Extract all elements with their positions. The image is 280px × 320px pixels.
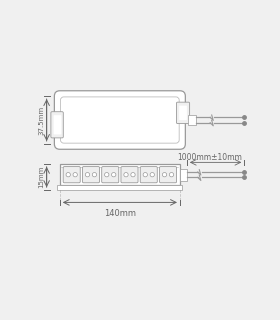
Circle shape [131, 172, 135, 177]
Circle shape [85, 172, 90, 177]
Circle shape [66, 172, 70, 177]
Text: 140mm: 140mm [104, 209, 136, 218]
Circle shape [162, 172, 167, 177]
Circle shape [150, 172, 154, 177]
Text: 37.5mm: 37.5mm [38, 106, 44, 135]
Circle shape [111, 172, 116, 177]
FancyBboxPatch shape [60, 97, 179, 143]
FancyBboxPatch shape [82, 167, 99, 183]
Text: 1000mm±10mm: 1000mm±10mm [177, 153, 242, 162]
FancyBboxPatch shape [176, 102, 190, 124]
Circle shape [169, 172, 174, 177]
FancyBboxPatch shape [102, 167, 119, 183]
Circle shape [73, 172, 77, 177]
Bar [60, 164, 180, 186]
FancyBboxPatch shape [53, 115, 61, 134]
Bar [180, 169, 187, 181]
FancyBboxPatch shape [63, 167, 80, 183]
FancyBboxPatch shape [160, 167, 177, 183]
Circle shape [143, 172, 148, 177]
Bar [188, 115, 196, 125]
FancyBboxPatch shape [179, 106, 187, 120]
Bar [57, 186, 182, 190]
Circle shape [124, 172, 128, 177]
Text: 15mm: 15mm [38, 166, 44, 188]
Circle shape [92, 172, 97, 177]
FancyBboxPatch shape [121, 167, 138, 183]
FancyBboxPatch shape [51, 112, 63, 138]
FancyBboxPatch shape [54, 91, 185, 149]
FancyBboxPatch shape [140, 167, 157, 183]
Circle shape [104, 172, 109, 177]
